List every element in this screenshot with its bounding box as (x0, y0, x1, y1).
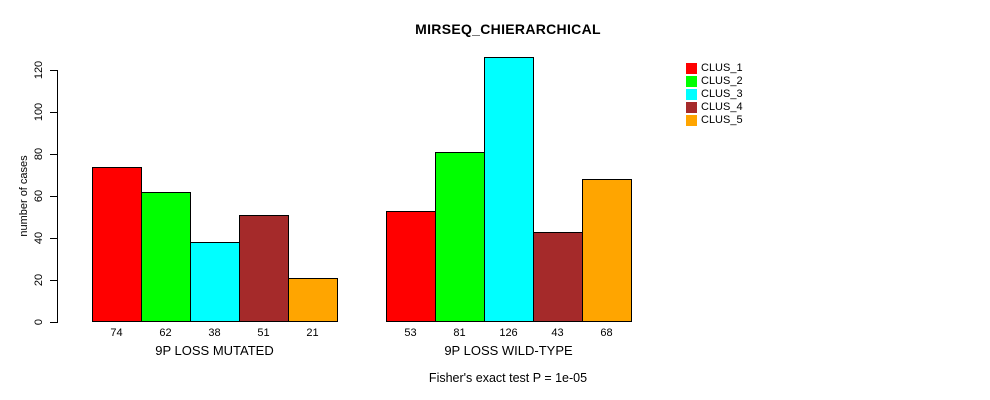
bar-value-label: 74 (110, 327, 123, 339)
bar-clus_3-group2 (484, 57, 534, 322)
y-tick (50, 111, 57, 113)
y-tick-label: 40 (33, 231, 45, 245)
legend-swatch-icon (686, 102, 697, 113)
bar-value-label: 68 (600, 327, 613, 339)
bar-clus_2-group1 (141, 192, 191, 322)
y-tick (50, 195, 57, 197)
legend-item: CLUS_1 (686, 62, 743, 75)
legend-swatch-icon (686, 63, 697, 74)
bar-value-label: 53 (404, 327, 417, 339)
legend-label: CLUS_4 (701, 101, 743, 113)
bar-clus_3-group1 (190, 242, 240, 322)
group-label: 9P LOSS MUTATED (155, 343, 274, 358)
bar-clus_2-group2 (435, 152, 485, 322)
y-tick-label: 100 (33, 102, 45, 122)
legend-item: CLUS_2 (686, 75, 743, 88)
legend-item: CLUS_5 (686, 114, 743, 127)
y-tick-label: 0 (33, 318, 45, 326)
bar-clus_4-group2 (533, 232, 583, 322)
legend-label: CLUS_2 (701, 75, 743, 87)
legend-item: CLUS_3 (686, 88, 743, 101)
y-tick-label: 20 (33, 273, 45, 287)
bar-value-label: 21 (306, 327, 319, 339)
bar-clus_5-group2 (582, 179, 632, 322)
legend-swatch-icon (686, 89, 697, 100)
footer-annotation: Fisher's exact test P = 1e-05 (428, 371, 588, 385)
legend: CLUS_1 CLUS_2 CLUS_3 CLUS_4 CLUS_5 (686, 62, 743, 127)
legend-label: CLUS_1 (701, 62, 743, 74)
bar-value-label: 38 (208, 327, 221, 339)
bar-value-label: 81 (453, 327, 466, 339)
y-axis (57, 70, 58, 323)
bar-clus_1-group2 (386, 211, 436, 322)
bar-clus_5-group1 (288, 278, 338, 322)
y-tick (50, 153, 57, 155)
y-tick-label: 120 (33, 60, 45, 80)
y-tick (50, 279, 57, 281)
y-tick-label: 60 (33, 189, 45, 203)
legend-item: CLUS_4 (686, 101, 743, 114)
group-label: 9P LOSS WILD-TYPE (444, 343, 573, 358)
legend-swatch-icon (686, 76, 697, 87)
legend-label: CLUS_5 (701, 114, 743, 126)
chart-title: MIRSEQ_CHIERARCHICAL (415, 21, 601, 37)
bar-clus_1-group1 (92, 167, 142, 322)
legend-label: CLUS_3 (701, 88, 743, 100)
y-tick-label: 80 (33, 147, 45, 161)
y-tick (50, 321, 57, 323)
bar-value-label: 62 (159, 327, 172, 339)
y-tick (50, 69, 57, 71)
bar-value-label: 51 (257, 327, 270, 339)
bar-clus_4-group1 (239, 215, 289, 322)
bar-value-label: 43 (551, 327, 564, 339)
bar-value-label: 126 (499, 327, 518, 339)
y-tick (50, 237, 57, 239)
legend-swatch-icon (686, 115, 697, 126)
y-axis-label: number of cases (18, 155, 30, 237)
